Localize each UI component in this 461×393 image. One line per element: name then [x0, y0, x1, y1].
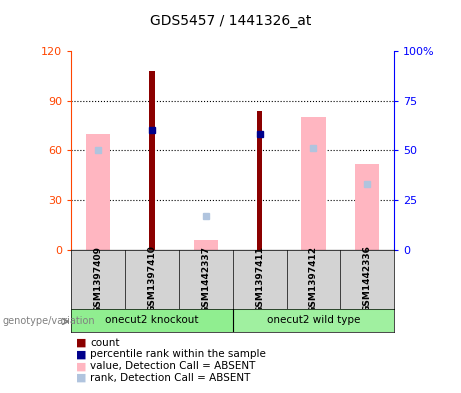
- Bar: [194, 240, 218, 250]
- Text: GSM1397409: GSM1397409: [94, 246, 103, 312]
- Text: GSM1397411: GSM1397411: [255, 246, 264, 312]
- Text: ■: ■: [76, 349, 87, 360]
- Text: ■: ■: [76, 338, 87, 348]
- Bar: [86, 134, 111, 250]
- Text: ■: ■: [76, 373, 87, 383]
- Text: onecut2 knockout: onecut2 knockout: [106, 315, 199, 325]
- Bar: [71, 309, 233, 332]
- Text: GDS5457 / 1441326_at: GDS5457 / 1441326_at: [150, 14, 311, 28]
- Text: count: count: [90, 338, 119, 348]
- Text: GSM1397412: GSM1397412: [309, 246, 318, 312]
- Bar: [233, 309, 394, 332]
- Text: rank, Detection Call = ABSENT: rank, Detection Call = ABSENT: [90, 373, 250, 383]
- Text: GSM1442337: GSM1442337: [201, 246, 210, 312]
- Text: percentile rank within the sample: percentile rank within the sample: [90, 349, 266, 360]
- Text: GSM1397410: GSM1397410: [148, 246, 157, 312]
- Text: GSM1442336: GSM1442336: [363, 246, 372, 312]
- Bar: [149, 71, 155, 250]
- Text: genotype/variation: genotype/variation: [2, 316, 95, 327]
- Bar: [301, 117, 325, 250]
- Text: onecut2 wild type: onecut2 wild type: [267, 315, 360, 325]
- Bar: [355, 163, 379, 250]
- Text: ■: ■: [76, 361, 87, 371]
- Text: value, Detection Call = ABSENT: value, Detection Call = ABSENT: [90, 361, 255, 371]
- Bar: [257, 111, 262, 250]
